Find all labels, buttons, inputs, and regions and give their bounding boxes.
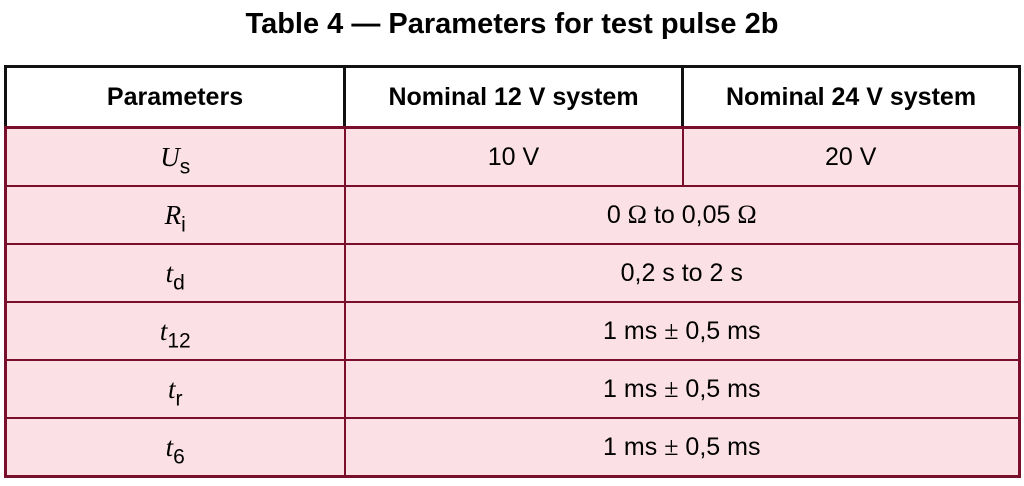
parameters-table: Parameters Nominal 12 V system Nominal 2…	[4, 65, 1021, 478]
header-parameters: Parameters	[4, 65, 346, 129]
param-cell-ri: Ri	[4, 185, 346, 245]
header-nominal-24v: Nominal 24 V system	[681, 65, 1021, 129]
param-cell-us: Us	[4, 126, 346, 187]
table-row-us: Us 10 V 20 V	[4, 126, 1021, 187]
plus-minus-sign: ±	[664, 432, 679, 461]
table-row-ri: Ri 0 Ω to 0,05 Ω	[4, 185, 1021, 245]
value-cell-t12: 1 ms ± 0,5 ms	[343, 301, 1021, 361]
param-subscript: 12	[167, 328, 191, 352]
param-subscript: d	[173, 270, 185, 294]
value-cell-td: 0,2 s to 2 s	[343, 243, 1021, 303]
param-subscript: 6	[173, 444, 185, 468]
table-row-t12: t12 1 ms ± 0,5 ms	[4, 301, 1021, 361]
table-header-row: Parameters Nominal 12 V system Nominal 2…	[4, 65, 1021, 129]
param-cell-t12: t12	[4, 301, 346, 361]
param-subscript: i	[181, 212, 186, 236]
table-row-t6: t6 1 ms ± 0,5 ms	[4, 417, 1021, 478]
plus-minus-sign: ±	[664, 374, 679, 403]
param-symbol: td	[165, 257, 185, 294]
param-subscript: s	[179, 154, 191, 178]
param-symbol: tr	[167, 373, 183, 410]
header-nominal-12v: Nominal 12 V system	[343, 65, 684, 129]
param-cell-t6: t6	[4, 417, 346, 478]
param-subscript: r	[175, 386, 183, 410]
plus-minus-sign: ±	[664, 316, 679, 345]
value-cell-us-24v: 20 V	[681, 126, 1021, 187]
value-cell-t6: 1 ms ± 0,5 ms	[343, 417, 1021, 478]
param-symbol: Us	[160, 141, 191, 178]
param-symbol: t6	[165, 431, 185, 468]
param-cell-td: td	[4, 243, 346, 303]
param-symbol: t12	[159, 315, 191, 352]
table-row-tr: tr 1 ms ± 0,5 ms	[4, 359, 1021, 419]
ohm-unit: Ω	[737, 200, 757, 229]
value-cell-us-12v: 10 V	[343, 126, 684, 187]
value-cell-ri: 0 Ω to 0,05 Ω	[343, 185, 1021, 245]
param-symbol: Ri	[164, 199, 186, 236]
table-title: Table 4 — Parameters for test pulse 2b	[245, 8, 779, 40]
table-row-td: td 0,2 s to 2 s	[4, 243, 1021, 303]
ohm-unit: Ω	[627, 200, 647, 229]
value-cell-tr: 1 ms ± 0,5 ms	[343, 359, 1021, 419]
param-cell-tr: tr	[4, 359, 346, 419]
